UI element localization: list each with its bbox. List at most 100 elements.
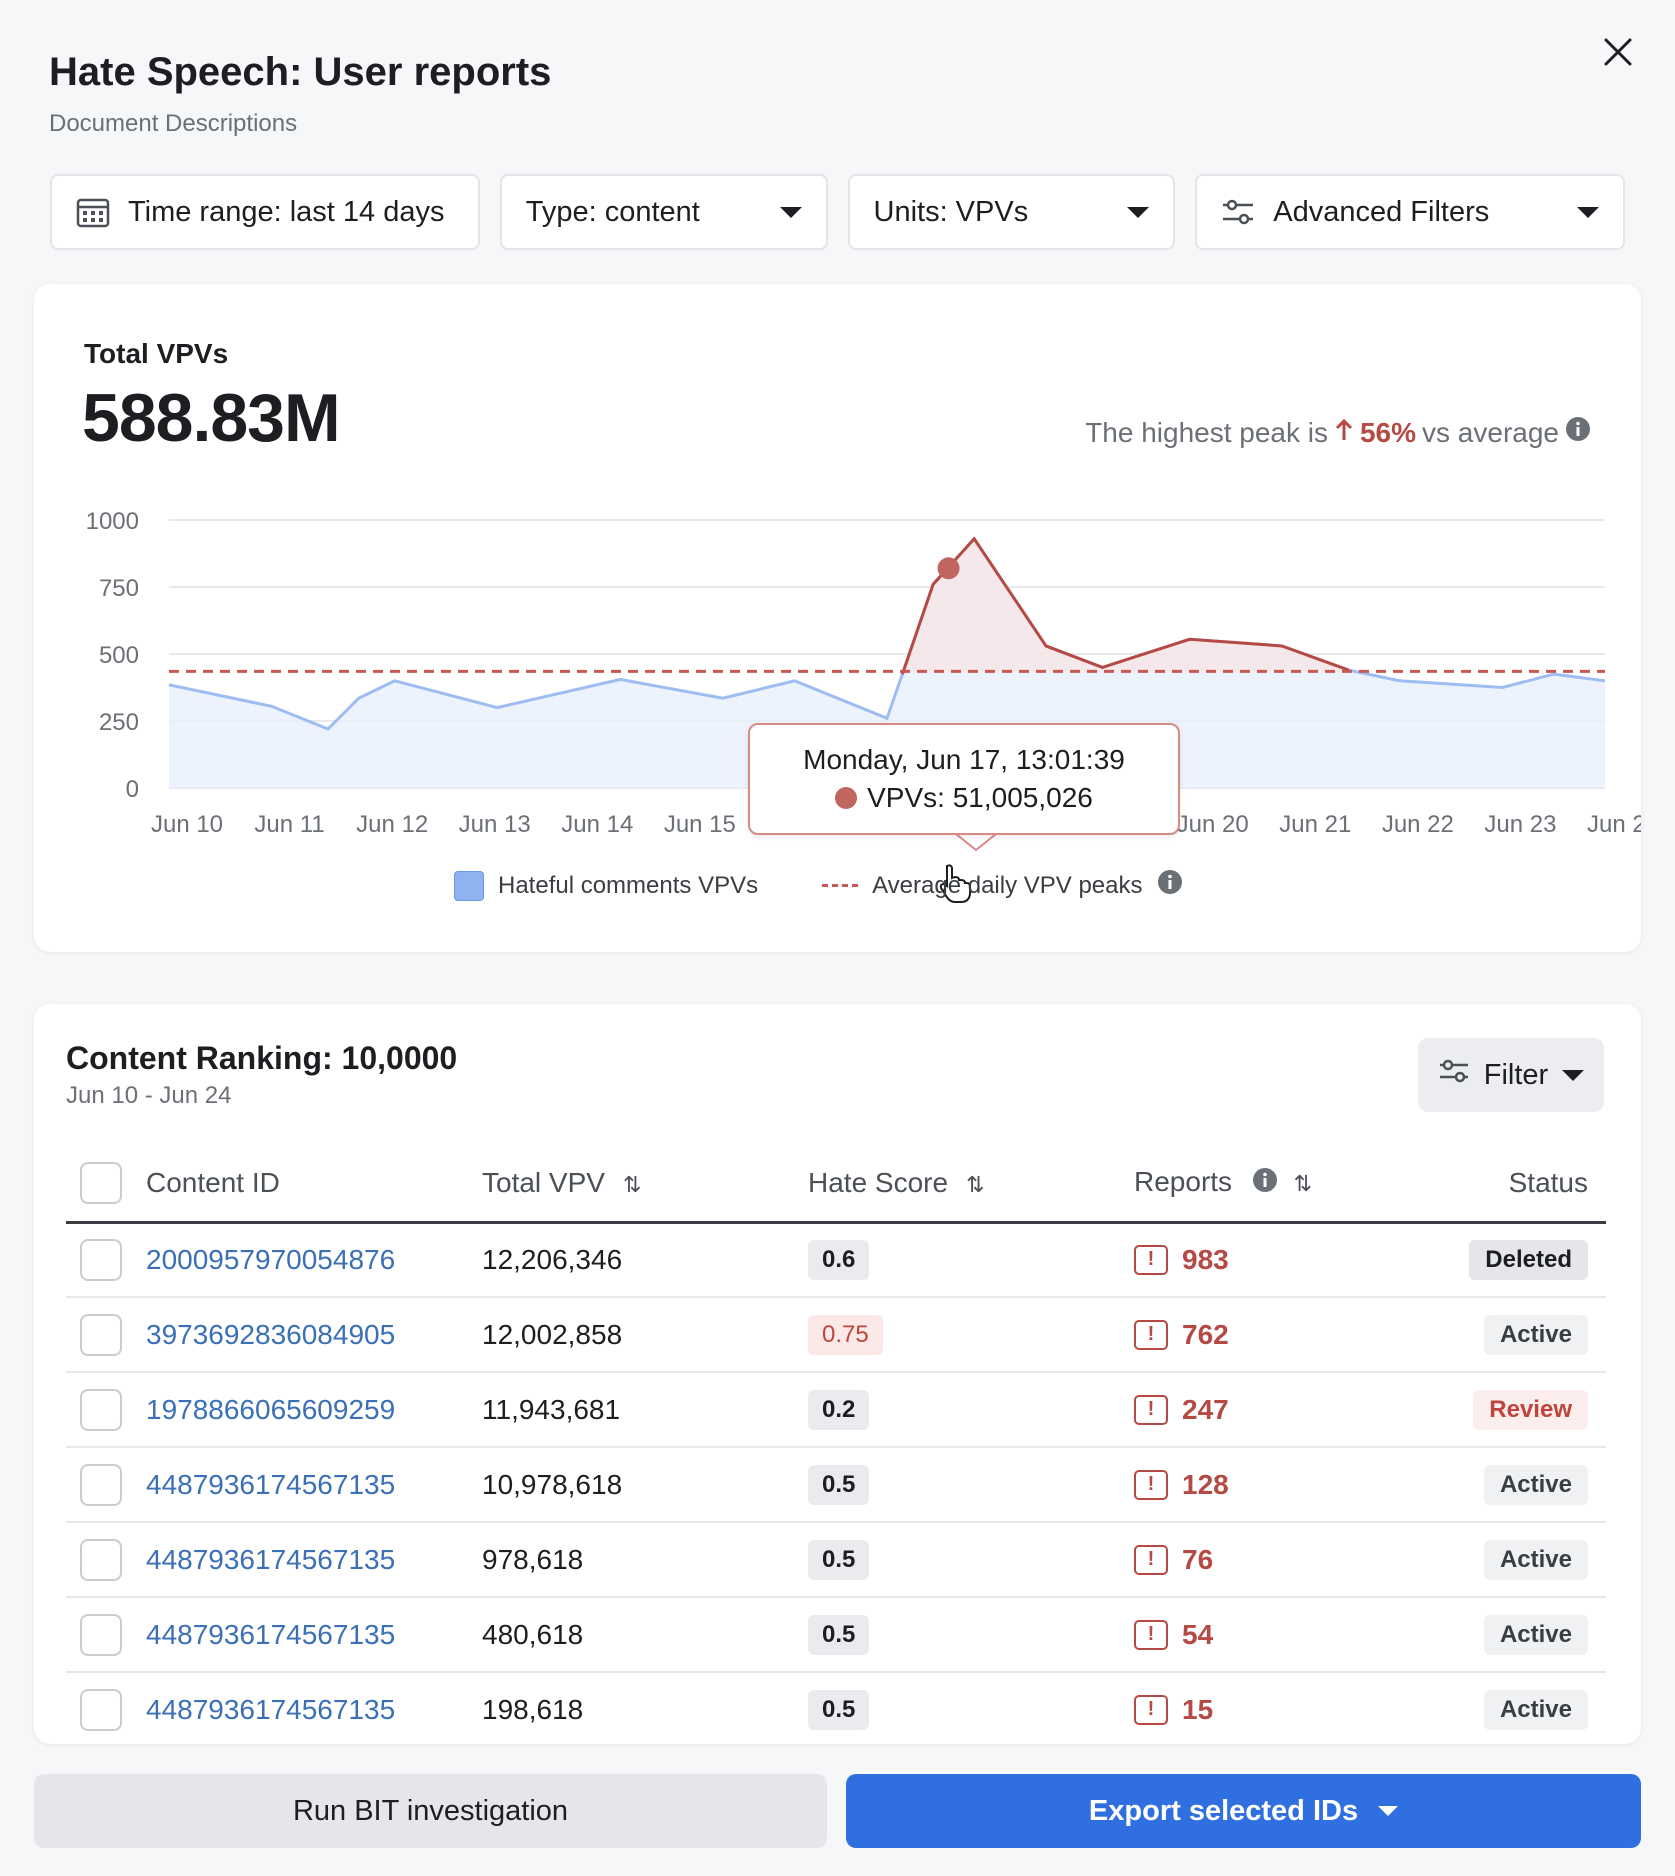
reports-count: 983	[1182, 1243, 1229, 1275]
info-icon[interactable]	[1565, 416, 1591, 449]
reports-count: 76	[1182, 1543, 1214, 1575]
kpi-value: 588.83M	[82, 380, 341, 456]
content-id-link[interactable]: 4487936174567135	[146, 1693, 396, 1725]
row-checkbox[interactable]	[80, 1313, 122, 1356]
x-tick-label: Jun 13	[459, 811, 531, 838]
row-checkbox[interactable]	[80, 1238, 122, 1281]
hate-score-badge: 0.5	[808, 1539, 870, 1580]
total-vpv-value: 12,206,346	[482, 1243, 623, 1275]
table-row: 4487936174567135 480,618 0.5! 54 Active	[66, 1597, 1606, 1673]
hate-score-badge: 0.6	[808, 1239, 870, 1280]
advanced-filters[interactable]: Advanced Filters	[1195, 174, 1625, 250]
content-id-link[interactable]: 1978866065609259	[146, 1393, 396, 1425]
total-vpv-value: 12,002,858	[482, 1318, 623, 1350]
peak-line	[900, 536, 1350, 675]
time-range-filter[interactable]: Time range: last 14 days	[50, 174, 480, 250]
hate-score-badge: 0.5	[808, 1464, 870, 1505]
y-tick-label: 0	[126, 776, 139, 803]
export-label: Export selected IDs	[1088, 1794, 1359, 1827]
type-filter[interactable]: Type: content	[499, 174, 828, 250]
calendar-icon	[76, 196, 110, 228]
table-row: 1978866065609259 11,943,681 0.2! 247 Review	[66, 1372, 1606, 1448]
legend-swatch-vpvs	[454, 870, 484, 901]
col-total-vpv[interactable]: Total VPV ⇅	[482, 1146, 808, 1224]
table-row: 3973692836084905 12,002,858 0.75! 762 Active	[66, 1297, 1606, 1373]
select-all-checkbox[interactable]	[80, 1162, 122, 1205]
row-checkbox[interactable]	[80, 1688, 122, 1731]
line-chart[interactable]: 0 250 500 750 1000 Jun 10 Jun 11 Jun 12 Jun 13 Ju…	[34, 284, 1641, 952]
hand-cursor-icon	[939, 864, 971, 903]
col-hate-score[interactable]: Hate Score ⇅	[808, 1146, 1134, 1224]
alert-icon: !	[1134, 1469, 1168, 1500]
col-status: Status	[1434, 1146, 1606, 1224]
alert-icon: !	[1134, 1319, 1168, 1350]
col-reports[interactable]: Reports ⇅	[1134, 1146, 1434, 1224]
table-row: 2000957970054876 12,206,346 0.6 ! 983 Deleted	[66, 1222, 1606, 1298]
reports-cell: ! 76	[1134, 1544, 1434, 1576]
content-id-link[interactable]: 4487936174567135	[146, 1543, 396, 1575]
ranking-table: Content ID Total VPV ⇅ Hate Score ⇅ Report…	[66, 1146, 1606, 1744]
hate-score-badge: 0.2	[808, 1389, 870, 1430]
info-icon[interactable]	[1157, 869, 1183, 902]
info-icon[interactable]	[1252, 1168, 1286, 1199]
legend-swatch-average	[822, 884, 859, 887]
sort-icon: ⇅	[622, 1172, 642, 1198]
highlight-point	[937, 557, 960, 580]
filter-bar: Time range: last 14 days Type: content U…	[50, 174, 1625, 250]
filter-label: Filter	[1483, 1058, 1549, 1091]
content-id-link[interactable]: 4487936174567135	[146, 1468, 396, 1500]
x-tick-label: Jun 20	[1177, 811, 1249, 838]
total-vpv-value: 11,943,681	[482, 1393, 621, 1425]
hate-score-badge: 0.5	[808, 1614, 870, 1655]
status-badge: Deleted	[1469, 1239, 1588, 1280]
type-label: Type: content	[525, 195, 700, 228]
chart-card: Total VPVs 588.83M The highest peak is 5…	[34, 284, 1641, 952]
chart-tooltip: Monday, Jun 17, 13:01:39 VPVs: 51,005,02…	[748, 723, 1180, 835]
status-badge: Active	[1483, 1539, 1588, 1580]
chevron-down-icon	[1577, 206, 1599, 218]
x-tick-label: Jun 24	[1587, 811, 1641, 838]
x-tick-label: Jun 15	[664, 811, 736, 838]
content-id-link[interactable]: 2000957970054876	[146, 1243, 396, 1275]
row-checkbox[interactable]	[80, 1538, 122, 1581]
export-selected-ids-button[interactable]: Export selected IDs	[846, 1774, 1641, 1848]
kpi-label: Total VPVs	[84, 338, 229, 369]
chevron-down-icon	[1562, 1069, 1585, 1081]
series-area	[169, 538, 1605, 788]
chevron-down-icon	[1378, 1806, 1399, 1816]
units-filter[interactable]: Units: VPVs	[847, 174, 1176, 250]
reports-cell: ! 983	[1134, 1244, 1434, 1276]
advanced-filters-label: Advanced Filters	[1273, 195, 1490, 228]
close-button[interactable]	[1596, 30, 1640, 74]
status-badge: Active	[1483, 1614, 1588, 1655]
legend-label-vpvs: Hateful comments VPVs	[498, 871, 759, 899]
reports-count: 15	[1182, 1693, 1214, 1725]
peak-suffix: vs average	[1422, 416, 1559, 448]
ranking-filter-button[interactable]: Filter	[1418, 1038, 1604, 1112]
sliders-icon	[1221, 198, 1255, 226]
row-checkbox[interactable]	[80, 1613, 122, 1656]
table-row: 4487936174567135 10,978,618 0.5! 128 Active	[66, 1447, 1606, 1523]
close-icon	[1604, 38, 1632, 66]
peak-area	[902, 538, 1349, 675]
table-row: 4487936174567135 198,618 0.5! 15 Active	[66, 1672, 1606, 1744]
content-id-link[interactable]: 3973692836084905	[146, 1318, 396, 1350]
peak-note: The highest peak is 56% vs average	[1085, 416, 1591, 449]
run-bit-investigation-button[interactable]: Run BIT investigation	[34, 1774, 827, 1848]
sort-icon: ⇅	[1293, 1171, 1313, 1197]
total-vpv-value: 198,618	[482, 1693, 584, 1725]
table-header-row: Content ID Total VPV ⇅ Hate Score ⇅ Report…	[66, 1146, 1606, 1224]
sort-icon: ⇅	[966, 1172, 985, 1198]
row-checkbox[interactable]	[80, 1388, 122, 1431]
content-id-link[interactable]: 4487936174567135	[146, 1618, 396, 1650]
chevron-down-icon	[1127, 206, 1150, 218]
legend-label-average: Average daily VPV peaks	[872, 871, 1143, 899]
chart-legend: Hateful comments VPVs Average daily VPV …	[454, 869, 1183, 902]
tooltip-pointer	[955, 833, 997, 852]
row-checkbox[interactable]	[80, 1463, 122, 1506]
ranking-card: Content Ranking: 10,0000 Jun 10 - Jun 24…	[34, 1004, 1641, 1744]
sliders-icon	[1438, 1058, 1470, 1092]
tooltip-dot	[835, 787, 858, 809]
x-tick-label: Jun 22	[1382, 811, 1454, 838]
